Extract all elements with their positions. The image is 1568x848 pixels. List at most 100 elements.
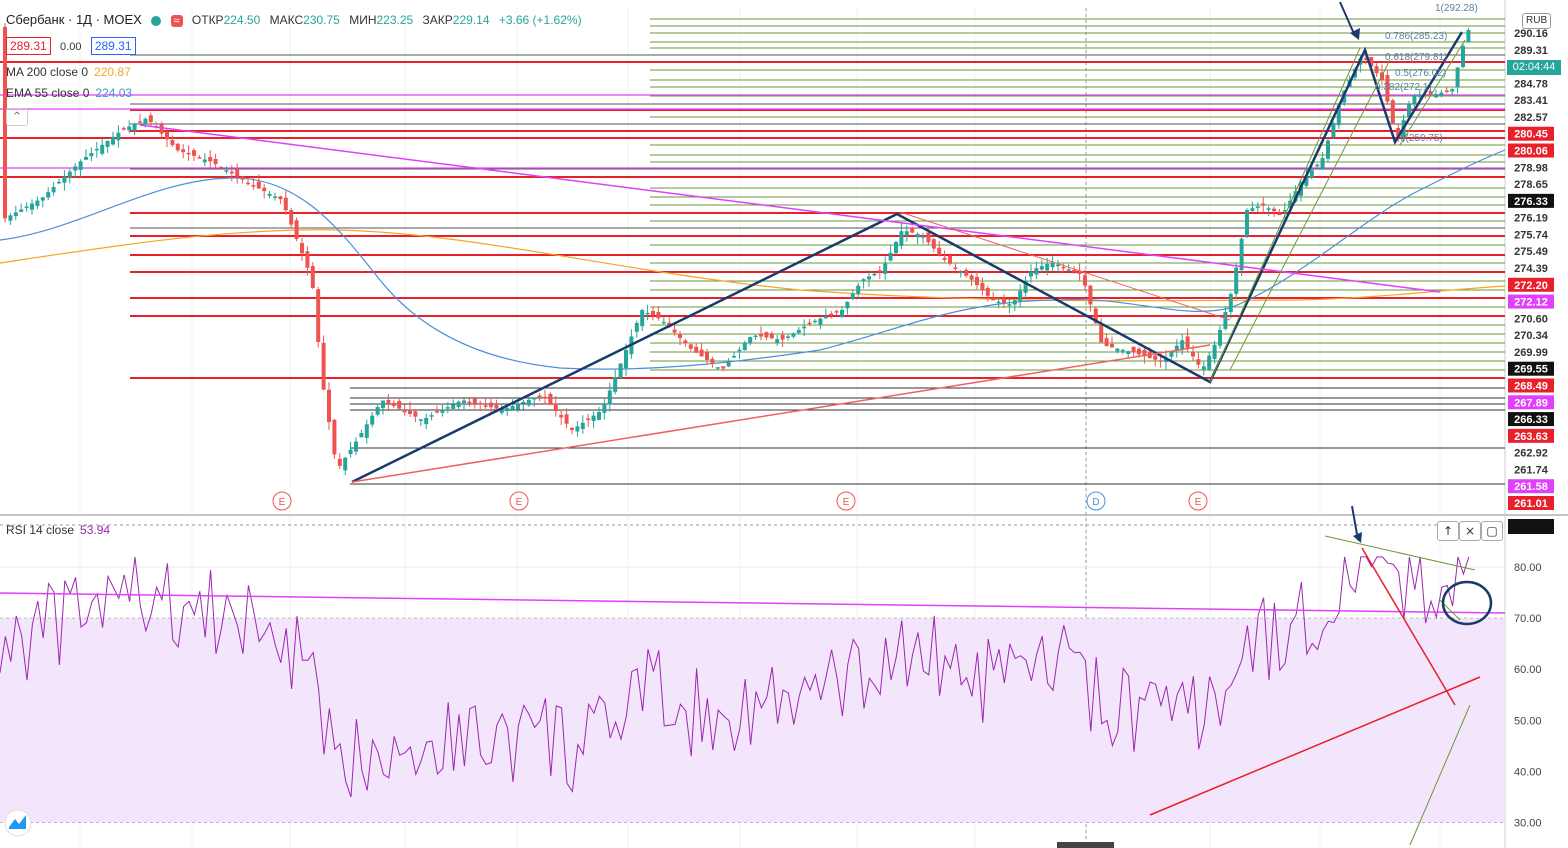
- price-axis-label: 270.60: [1508, 311, 1554, 326]
- price-tag-text: 269.55: [1514, 364, 1548, 376]
- price-tag-text: 268.49: [1514, 381, 1548, 393]
- candle-body: [775, 339, 780, 343]
- maximize-icon[interactable]: ▢: [1481, 521, 1503, 541]
- low-value: 223.25: [376, 13, 414, 27]
- channel-line: [899, 211, 1231, 321]
- symbol-name[interactable]: Сбербанк · 1Д · MOEX: [6, 12, 142, 27]
- price-tag-text: 269.99: [1514, 347, 1548, 359]
- candle-body: [640, 310, 645, 327]
- rsi-axis-label: 60.00: [1514, 664, 1542, 676]
- currency-badge[interactable]: RUB: [1522, 13, 1552, 29]
- price-tag-text: 261.74: [1514, 464, 1549, 476]
- candle-body: [548, 393, 553, 405]
- candle-body: [321, 342, 326, 390]
- candle-body: [953, 267, 958, 269]
- candle-body: [1002, 299, 1006, 303]
- candle-body: [991, 298, 996, 301]
- open-label: ОТКР: [191, 13, 224, 27]
- price-axis-label: 283.41: [1508, 93, 1554, 108]
- candle-body: [1390, 100, 1395, 124]
- candle-body: [1250, 208, 1255, 211]
- rsi-green-line: [1409, 704, 1471, 846]
- earnings-marker-circle: [1086, 491, 1106, 511]
- candle-body: [262, 187, 267, 192]
- candle-body: [73, 166, 78, 171]
- candle-body: [256, 181, 261, 189]
- price-axis-label: 282.57: [1508, 109, 1554, 124]
- price-tag-bg: [1508, 428, 1554, 443]
- tradingview-logo: [4, 809, 32, 837]
- candle-body: [1396, 127, 1401, 137]
- candle-body: [553, 403, 558, 412]
- price-tag-bg: [1508, 210, 1554, 225]
- candle-body: [1223, 312, 1228, 329]
- candle-body: [1077, 270, 1082, 274]
- price-tag-bg: [1508, 227, 1554, 242]
- candle-body: [899, 231, 904, 246]
- candle-body: [89, 152, 94, 157]
- arrow-up-icon[interactable]: ↑: [1437, 521, 1459, 541]
- candle-body: [856, 285, 861, 295]
- close-icon[interactable]: ×: [1459, 521, 1481, 541]
- indicator-toggle-button[interactable]: [151, 15, 162, 26]
- candle-body: [980, 282, 985, 291]
- candle-body: [624, 350, 628, 369]
- candle-body: [796, 329, 801, 334]
- rsi-line: [0, 556, 1470, 798]
- candle-body: [526, 399, 531, 406]
- price-axis-label: 263.63: [1508, 428, 1554, 443]
- price-axis-label: 276.19: [1508, 210, 1554, 225]
- candle-body: [1412, 95, 1417, 104]
- candle-body: [1336, 105, 1341, 126]
- candle-body: [726, 362, 731, 367]
- price-axis-label: 280.45: [1508, 126, 1554, 141]
- candle-body: [310, 266, 315, 288]
- wave-icon[interactable]: ≈: [170, 15, 183, 27]
- candle-body: [391, 402, 396, 406]
- time-axis-cursor: [1057, 842, 1114, 848]
- candle-body: [1369, 56, 1374, 67]
- candle-body: [138, 121, 142, 123]
- earnings-marker: E: [1188, 491, 1208, 511]
- candle-body: [1282, 210, 1287, 212]
- price-axis-label: 267.89: [1508, 395, 1554, 410]
- price-axis-label: 290.16: [1508, 26, 1554, 40]
- logo-mark: [9, 815, 26, 829]
- zigzag-trendline: [351, 31, 1464, 484]
- price-tag-bg: [1508, 42, 1554, 57]
- candle-body: [818, 318, 823, 326]
- candle-body: [958, 271, 963, 274]
- candle-body: [969, 275, 974, 280]
- price-tag-bg: [1508, 261, 1554, 275]
- candle-body: [1228, 294, 1233, 313]
- candle-body: [1407, 104, 1411, 118]
- rsi-legend[interactable]: RSI 14 close 53.94: [6, 523, 116, 537]
- rsi-support-line: [1149, 676, 1481, 816]
- price-tag-bg: [1508, 445, 1554, 460]
- price-tag-text: 272.12: [1514, 297, 1548, 309]
- price-axis-label: 289.31: [1508, 42, 1554, 57]
- ma200-legend[interactable]: MA 200 close 0 220.87: [6, 65, 137, 79]
- candle-body: [202, 159, 207, 163]
- candle-body: [661, 321, 666, 324]
- candle-body: [1423, 94, 1428, 96]
- close-label: ЗАКР: [422, 13, 453, 27]
- candle-body: [105, 140, 110, 147]
- candle-body: [1126, 351, 1131, 354]
- ema55-legend[interactable]: EMA 55 close 0 224.03: [6, 86, 138, 100]
- bid-box[interactable]: 289.31: [6, 37, 51, 55]
- annotation-arrowhead: [1350, 28, 1360, 40]
- candle-body: [127, 126, 132, 131]
- collapse-legend-button[interactable]: ^: [6, 108, 28, 126]
- price-tag-bg: [1508, 277, 1554, 292]
- candle-body: [94, 148, 99, 151]
- ask-box[interactable]: 289.31: [90, 37, 136, 55]
- price-tag-text: 290.16: [1514, 28, 1548, 40]
- candle-body: [13, 212, 18, 217]
- rsi-axis-label: 80.00: [1514, 562, 1542, 574]
- price-tag-text: 284.78: [1514, 78, 1548, 90]
- price-axis-label: 274.39: [1508, 261, 1554, 275]
- candle-body: [651, 310, 655, 316]
